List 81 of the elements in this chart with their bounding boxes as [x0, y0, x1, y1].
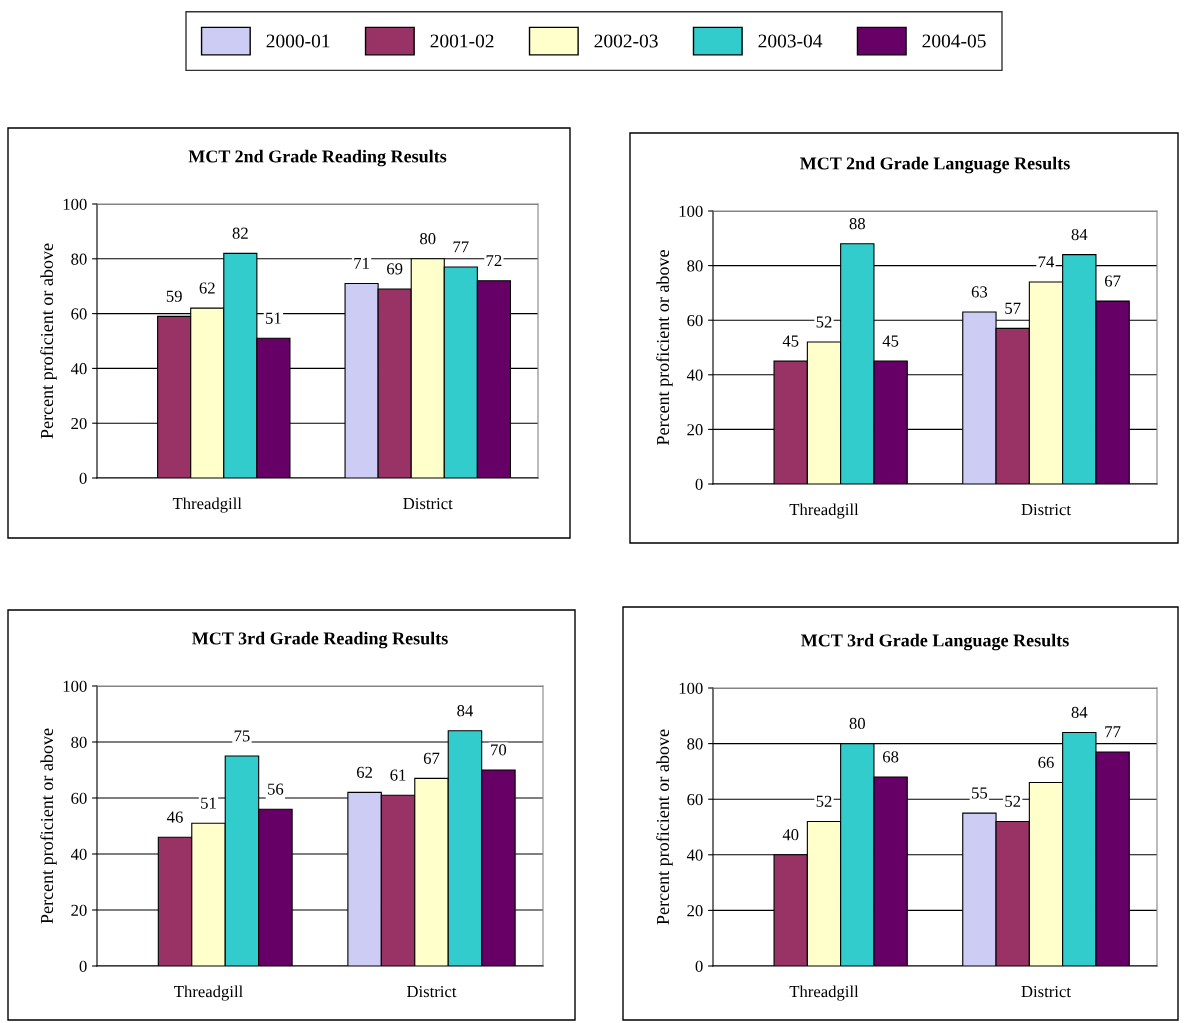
- data-label: 84: [457, 705, 474, 717]
- data-label: 61: [390, 769, 406, 781]
- y-tick-label: 80: [71, 736, 87, 748]
- y-tick-label: 40: [686, 369, 703, 381]
- data-label: 72: [486, 255, 502, 267]
- y-axis-title: Percent proficient or above: [40, 243, 57, 439]
- y-tick-label: 20: [71, 417, 87, 430]
- data-label: 70: [491, 744, 507, 756]
- y-tick-label: 60: [71, 792, 87, 804]
- y-tick-label: 40: [70, 848, 87, 860]
- y-tick-label: 40: [686, 849, 703, 861]
- data-label: 52: [1005, 795, 1021, 807]
- legend-label: 2004-05: [922, 34, 986, 48]
- data-label: 51: [266, 312, 281, 324]
- y-tick-label: 80: [71, 253, 87, 265]
- chart-title: MCT 2nd Grade Reading Results: [188, 149, 447, 167]
- y-axis-title: Percent proficient or above: [656, 729, 673, 925]
- data-label: 80: [420, 233, 436, 245]
- x-tick-label: Threadgill: [172, 497, 242, 513]
- x-tick-label: District: [1021, 985, 1071, 998]
- data-label: 45: [882, 335, 899, 347]
- y-tick-label: 60: [71, 308, 87, 320]
- legend-label: 2002-03: [594, 34, 658, 48]
- data-label: 45: [782, 335, 799, 347]
- y-tick-label: 80: [687, 260, 703, 272]
- data-label: 63: [971, 286, 988, 298]
- y-tick-label: 0: [79, 472, 87, 484]
- y-tick-label: 0: [695, 478, 703, 490]
- data-label: 67: [423, 752, 440, 764]
- data-label: 68: [882, 751, 899, 763]
- data-label: 46: [167, 811, 183, 823]
- y-tick-label: 40: [70, 363, 87, 375]
- y-tick-label: 20: [71, 904, 87, 916]
- x-tick-label: Threadgill: [789, 503, 859, 519]
- data-label: 77: [453, 241, 469, 253]
- data-label: 56: [268, 783, 284, 795]
- y-tick-label: 100: [63, 198, 87, 210]
- legend-label: 2000-01: [266, 34, 330, 48]
- data-label: 52: [816, 795, 832, 807]
- y-tick-label: 0: [695, 960, 703, 972]
- y-tick-label: 20: [687, 905, 703, 917]
- x-tick-label: District: [406, 985, 457, 998]
- data-label: 59: [166, 290, 182, 302]
- data-label: 51: [201, 797, 216, 809]
- data-label: 71: [354, 257, 369, 269]
- data-label: 84: [1071, 706, 1088, 718]
- y-tick-label: 100: [679, 682, 703, 694]
- data-label: 40: [782, 829, 799, 841]
- data-label: 69: [387, 263, 403, 275]
- x-tick-label: District: [1021, 503, 1071, 516]
- data-label: 66: [1038, 756, 1054, 769]
- data-label: 88: [849, 218, 865, 230]
- y-tick-label: 60: [687, 314, 703, 327]
- data-label: 55: [972, 787, 988, 799]
- legend-label: 2003-04: [758, 34, 823, 48]
- data-label: 80: [849, 717, 865, 730]
- data-label: 82: [232, 227, 248, 239]
- data-label: 77: [1105, 726, 1121, 738]
- y-axis-title: Percent proficient or above: [656, 250, 673, 445]
- y-tick-label: 60: [687, 793, 703, 806]
- data-label: 52: [816, 316, 832, 328]
- x-tick-label: Threadgill: [174, 985, 243, 1001]
- x-tick-label: District: [403, 497, 453, 510]
- data-label: 74: [1038, 256, 1055, 268]
- y-tick-label: 20: [687, 424, 703, 436]
- x-tick-label: Threadgill: [789, 985, 859, 1001]
- data-label: 62: [199, 282, 215, 294]
- data-label: 67: [1104, 275, 1121, 287]
- y-tick-label: 80: [687, 738, 703, 750]
- y-axis-title: Percent proficient or above: [40, 728, 57, 924]
- chart-title: MCT 2nd Grade Language Results: [800, 156, 1070, 174]
- data-label: 75: [234, 730, 250, 742]
- legend-label: 2001-02: [430, 34, 494, 48]
- data-label: 57: [1005, 302, 1021, 314]
- y-tick-label: 0: [79, 960, 87, 972]
- y-tick-label: 100: [63, 680, 87, 692]
- data-label: 62: [356, 766, 373, 778]
- chart-title: MCT 3rd Grade Reading Results: [192, 631, 448, 649]
- y-tick-label: 100: [679, 205, 703, 217]
- chart-title: MCT 3rd Grade Language Results: [801, 633, 1069, 651]
- data-label: 84: [1071, 228, 1088, 241]
